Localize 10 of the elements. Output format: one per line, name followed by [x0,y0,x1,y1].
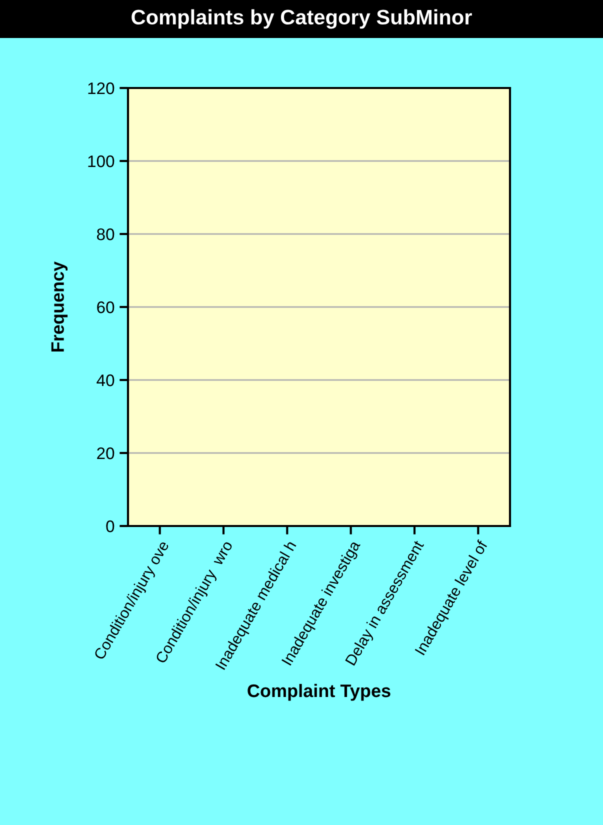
y-tick-label: 40 [96,374,114,386]
y-tick-label: 60 [97,301,114,314]
chart-title: Complaints by Category SubMinor [132,9,472,29]
y-axis-title: Frequency [51,261,68,352]
y-tick-label: 80 [96,228,114,240]
y-tick-label: 120 [88,82,114,94]
x-axis-title: Complaint Types [248,684,390,701]
y-tick-label: 0 [106,520,114,532]
y-tick-label: 100 [88,155,114,168]
y-tick-label: 20 [97,447,114,460]
